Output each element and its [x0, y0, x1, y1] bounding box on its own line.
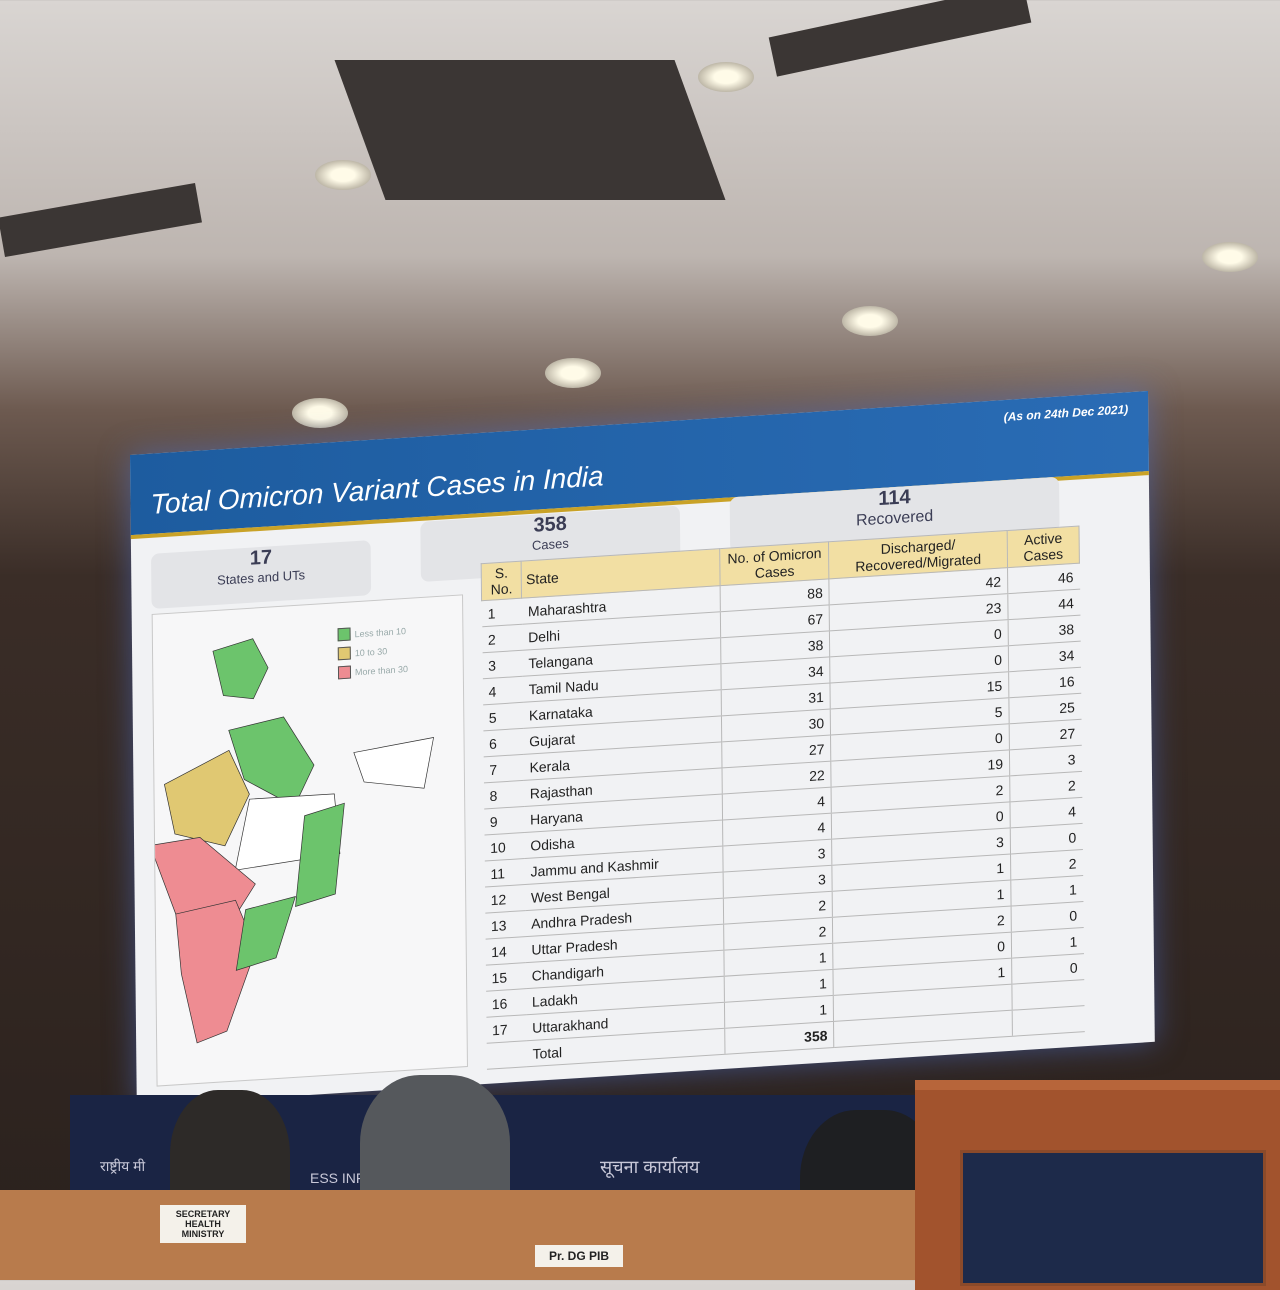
ceiling-vent — [334, 60, 726, 200]
map-legend: Less than 10 10 to 30 More than 30 — [337, 624, 409, 685]
cases-table: S. No. State No. of Omicron Cases Discha… — [481, 526, 1085, 1070]
ceiling-light — [292, 398, 348, 428]
ceiling-light — [545, 358, 601, 388]
serial-number: 16 — [485, 988, 527, 1018]
ceiling-light — [1202, 242, 1258, 272]
serial-number: 10 — [484, 832, 525, 862]
serial-number: 9 — [483, 806, 525, 836]
ceiling-light — [698, 62, 754, 92]
serial-number: 4 — [482, 676, 523, 705]
serial-number: 6 — [482, 728, 524, 757]
region-south — [175, 899, 257, 1044]
serial-number: 3 — [482, 650, 523, 679]
region-north — [228, 716, 315, 807]
region-northeast — [353, 737, 434, 789]
nameplate-dg-pib: Pr. DG PIB — [535, 1245, 623, 1267]
ceiling-light — [842, 306, 898, 336]
region-jk — [212, 638, 269, 700]
india-map-svg — [149, 638, 434, 1044]
nameplate-secretary: SECRETARY HEALTH MINISTRY — [160, 1205, 246, 1243]
ceiling-vent — [0, 182, 202, 258]
serial-number: 2 — [481, 624, 523, 653]
serial-number: 5 — [482, 702, 524, 731]
serial-number: 12 — [484, 884, 526, 914]
india-map: Less than 10 10 to 30 More than 30 — [149, 594, 468, 1087]
serial-number: 7 — [483, 754, 524, 783]
slide-title: Total Omicron Variant Cases in India — [150, 460, 604, 520]
total-cases: 358 — [725, 1021, 835, 1055]
serial-number: 14 — [485, 936, 526, 966]
region-east — [295, 802, 345, 907]
serial-number: 17 — [485, 1014, 527, 1044]
legend-item: 10 to 30 — [337, 643, 408, 661]
serial-number: 11 — [484, 858, 525, 888]
as-on-date: (As on 24th Dec 2021) — [1003, 402, 1129, 425]
stat-states: 17 States and UTs — [151, 540, 372, 609]
ceiling-light — [315, 160, 371, 190]
backdrop-text-left: राष्ट्रीय मी — [100, 1158, 146, 1174]
backdrop-text-right: सूचना कार्यालय — [600, 1157, 700, 1177]
region-rajasthan — [164, 749, 250, 847]
presentation-slide: (As on 24th Dec 2021) Total Omicron Vari… — [130, 390, 1155, 1106]
serial-number: 13 — [484, 910, 526, 940]
backdrop-text-mid: ESS INFO — [310, 1170, 376, 1186]
region-andhra — [235, 895, 296, 971]
desk — [0, 1190, 920, 1280]
legend-item: More than 30 — [337, 662, 408, 680]
serial-number: 15 — [485, 962, 526, 992]
ceiling-vent — [768, 0, 1032, 77]
serial-number: 8 — [483, 780, 524, 809]
podium-emblem-panel — [960, 1150, 1266, 1286]
serial-number: 1 — [481, 598, 523, 627]
